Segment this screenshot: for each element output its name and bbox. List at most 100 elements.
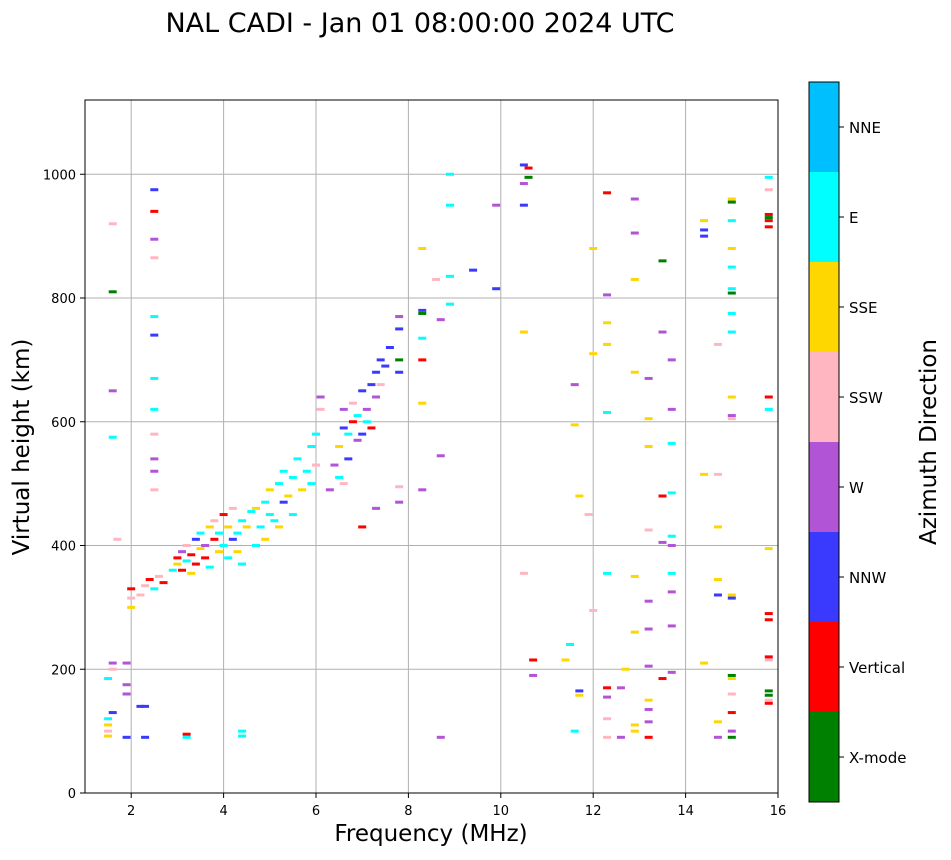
data-point — [727, 265, 736, 269]
data-point — [395, 500, 404, 504]
data-point — [122, 692, 131, 696]
data-point — [275, 482, 284, 486]
data-point — [238, 729, 247, 733]
colorbar-segment — [809, 262, 839, 352]
data-point — [713, 593, 722, 597]
data-point — [372, 395, 381, 399]
data-point — [764, 655, 773, 659]
data-point — [603, 686, 612, 690]
x-tick-label: 10 — [493, 804, 510, 819]
data-point — [150, 333, 159, 337]
data-point — [372, 506, 381, 510]
colorbar-tick-label: W — [849, 479, 864, 497]
data-point — [667, 544, 676, 547]
data-point — [251, 544, 260, 547]
data-point — [418, 401, 427, 405]
data-point — [298, 488, 307, 492]
data-point — [764, 175, 773, 179]
data-point — [603, 717, 612, 721]
data-point — [630, 370, 639, 374]
data-point — [584, 513, 593, 517]
data-point — [630, 574, 639, 578]
data-point — [279, 500, 288, 504]
data-point — [589, 352, 598, 356]
data-point — [727, 219, 736, 223]
data-point — [247, 509, 256, 513]
data-point — [727, 673, 736, 677]
data-point — [727, 692, 736, 696]
data-point — [764, 212, 773, 216]
data-point — [764, 689, 773, 693]
data-point — [519, 330, 528, 334]
data-point — [154, 574, 163, 578]
data-point — [122, 661, 131, 665]
data-point — [658, 540, 667, 544]
data-point — [395, 327, 404, 331]
data-point — [145, 578, 154, 582]
data-point — [367, 426, 376, 430]
data-point — [667, 407, 676, 411]
colorbar-segment — [809, 532, 839, 622]
data-point — [316, 395, 325, 399]
data-point — [150, 469, 159, 473]
y-tick-label: 200 — [51, 663, 76, 678]
data-point — [418, 488, 427, 492]
data-point — [219, 544, 228, 547]
data-point — [616, 735, 625, 739]
x-tick-label: 14 — [677, 804, 694, 819]
data-point — [603, 695, 612, 699]
data-point — [764, 225, 773, 229]
colorbar-tick-label: NNW — [849, 569, 886, 587]
data-point — [603, 410, 612, 414]
data-point — [108, 667, 117, 671]
data-point — [104, 734, 113, 738]
data-point — [238, 519, 247, 523]
y-axis-label: Virtual height (km) — [9, 339, 35, 556]
data-point — [616, 686, 625, 690]
data-point — [312, 463, 320, 467]
data-point — [150, 256, 159, 260]
data-point — [700, 228, 709, 232]
data-point — [395, 315, 404, 319]
data-point — [150, 488, 159, 492]
data-point — [727, 417, 736, 421]
data-point — [621, 667, 630, 671]
data-point — [104, 677, 113, 681]
data-point — [436, 318, 445, 322]
data-point — [644, 698, 653, 702]
data-point — [136, 593, 145, 597]
colorbar-segment — [809, 172, 839, 262]
data-point — [764, 693, 773, 697]
data-point — [288, 475, 297, 479]
data-point — [201, 544, 210, 547]
data-point — [196, 531, 205, 535]
data-point — [700, 234, 709, 238]
data-point — [302, 469, 311, 473]
data-point — [644, 627, 653, 631]
data-point — [418, 308, 427, 312]
data-point — [307, 445, 316, 448]
data-point — [667, 491, 676, 495]
data-point — [727, 247, 736, 250]
data-point — [265, 513, 274, 517]
data-point — [603, 571, 612, 575]
data-point — [224, 556, 233, 560]
data-point — [700, 219, 709, 223]
data-point — [658, 259, 667, 263]
data-point — [713, 342, 722, 346]
data-point — [713, 735, 722, 739]
data-point — [727, 414, 736, 418]
data-point — [630, 197, 639, 201]
data-point — [178, 568, 187, 572]
data-point — [492, 287, 501, 291]
data-point — [242, 525, 251, 529]
data-point — [385, 346, 394, 349]
data-point — [764, 219, 773, 223]
data-point — [727, 593, 736, 597]
data-point — [150, 188, 159, 192]
data-point — [667, 441, 676, 445]
data-point — [191, 562, 200, 566]
data-point — [727, 735, 736, 739]
data-point — [219, 513, 228, 517]
data-point — [700, 472, 709, 476]
